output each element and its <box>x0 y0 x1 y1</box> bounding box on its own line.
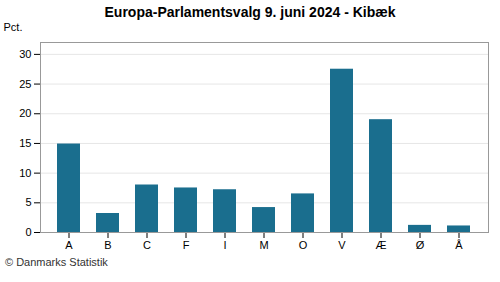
svg-text:I: I <box>223 239 226 251</box>
svg-text:M: M <box>259 239 268 251</box>
svg-text:25: 25 <box>19 78 31 90</box>
svg-text:30: 30 <box>19 48 31 60</box>
svg-text:V: V <box>338 239 346 251</box>
svg-text:Æ: Æ <box>376 239 387 251</box>
svg-text:O: O <box>299 239 308 251</box>
svg-text:Å: Å <box>455 239 463 251</box>
svg-text:B: B <box>104 239 111 251</box>
svg-text:Pct.: Pct. <box>4 21 23 33</box>
svg-text:F: F <box>183 239 190 251</box>
html-text:Europa-Parlamentsvalg 9. juni: Europa-Parlamentsvalg 9. juni 2024 - Kib… <box>104 4 396 20</box>
svg-text:A: A <box>65 239 73 251</box>
svg-text:10: 10 <box>19 167 31 179</box>
html-text:© Danmarks Statistik: © Danmarks Statistik <box>5 256 108 268</box>
svg-text:C: C <box>143 239 151 251</box>
svg-text:20: 20 <box>19 107 31 119</box>
svg-text:15: 15 <box>19 137 31 149</box>
svg-text:Ø: Ø <box>416 239 425 251</box>
svg-text:0: 0 <box>25 226 31 238</box>
svg-text:5: 5 <box>25 196 31 208</box>
